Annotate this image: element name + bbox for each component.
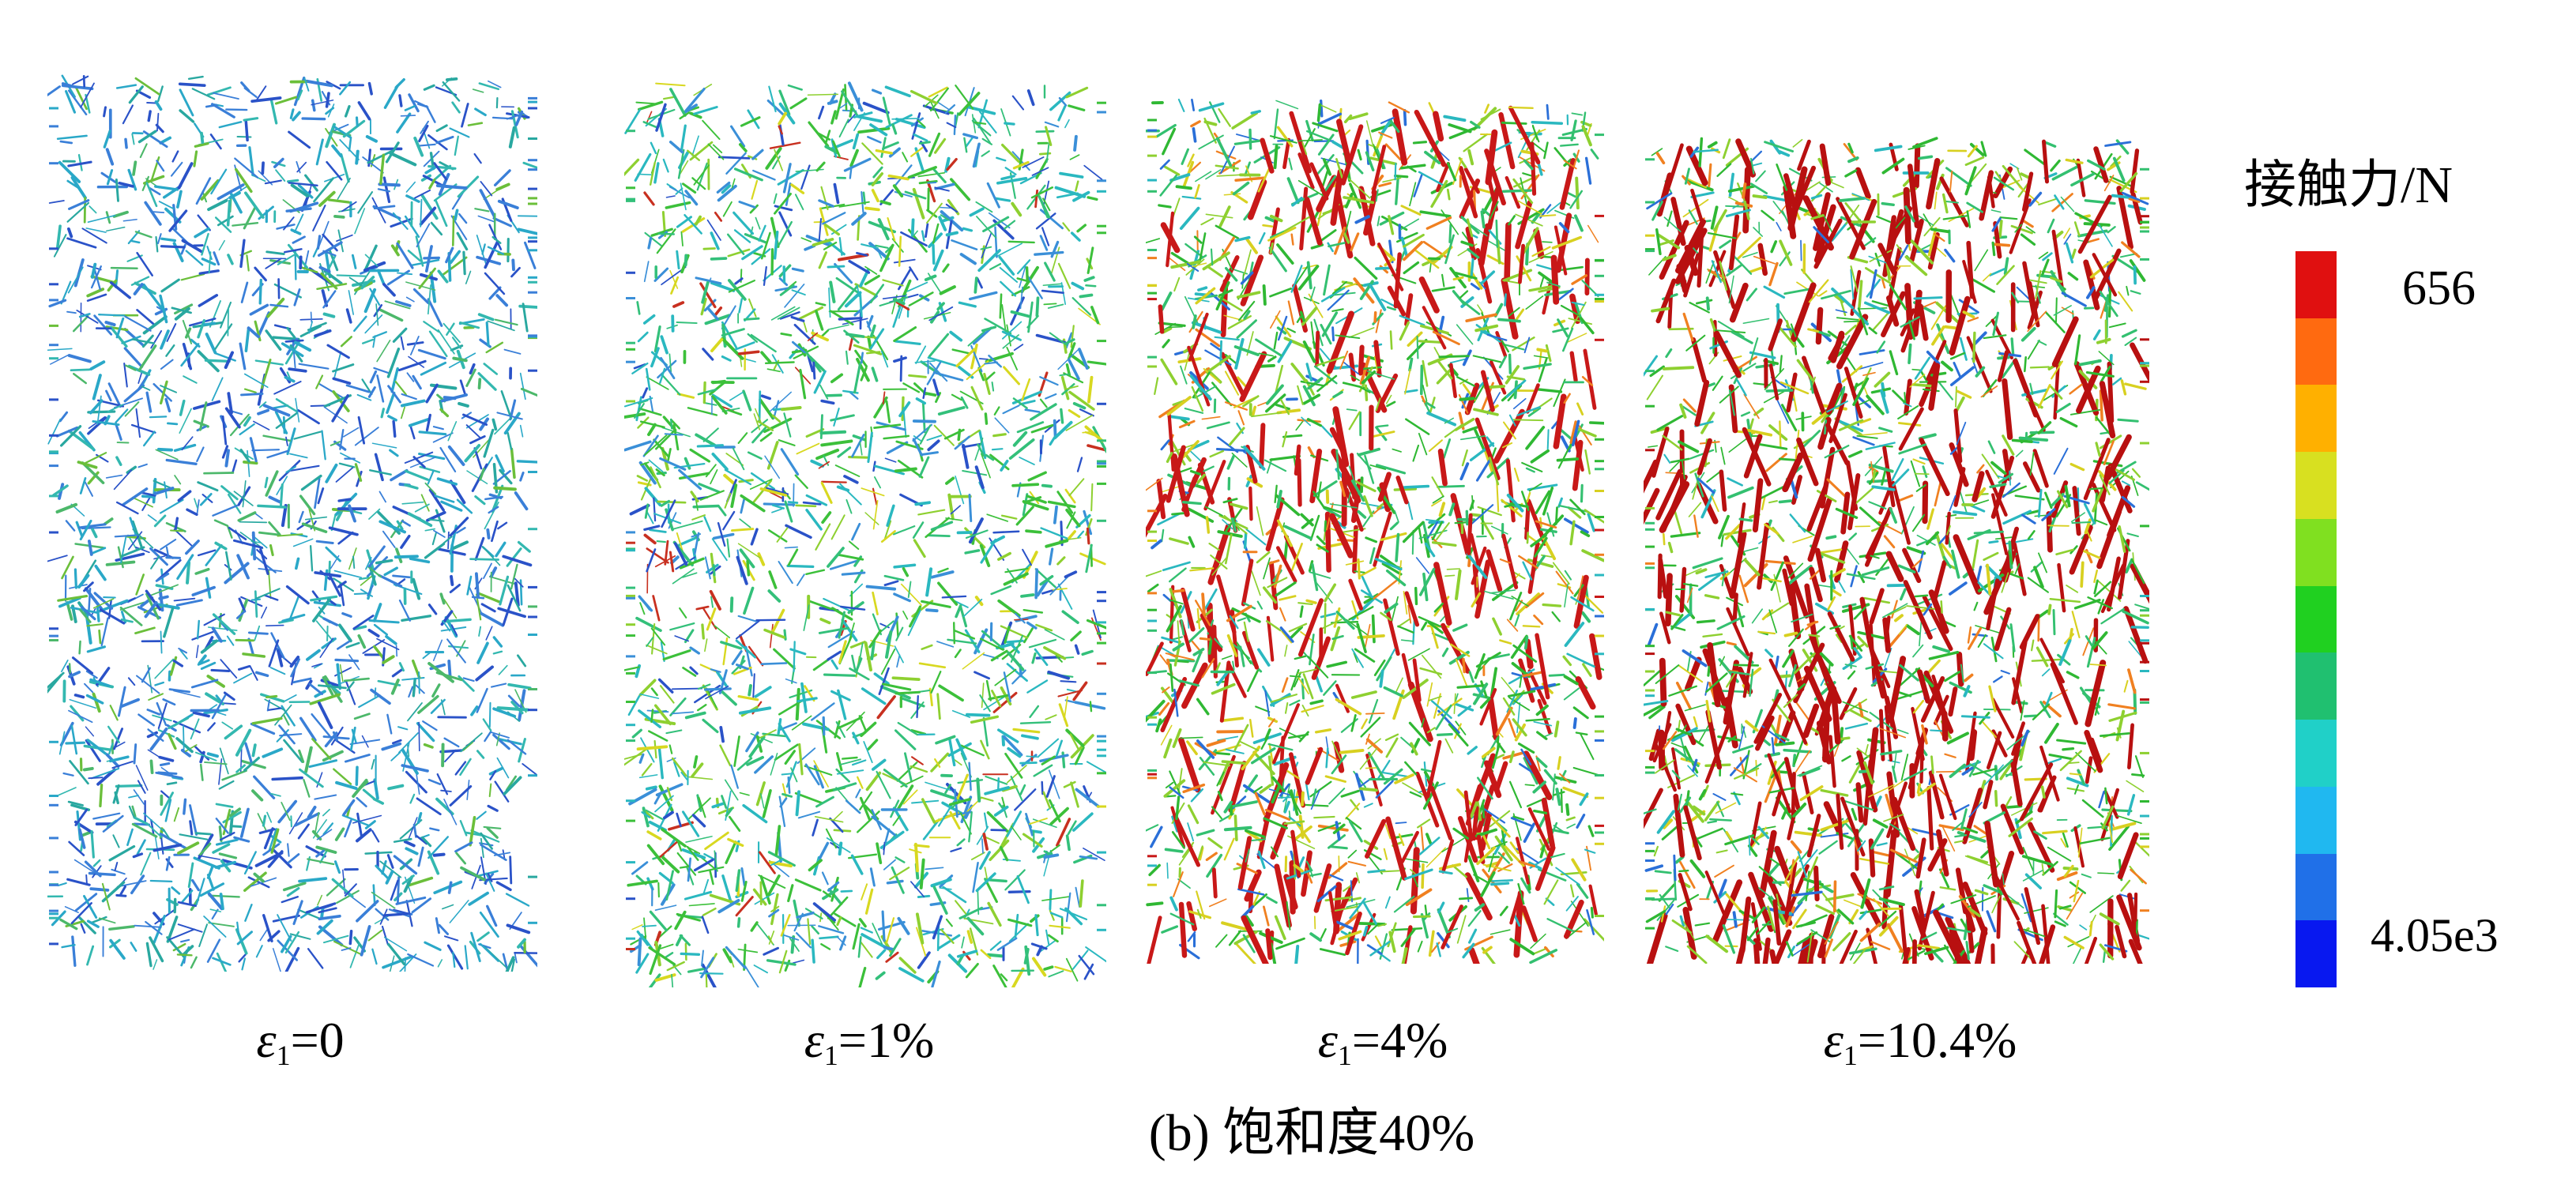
color-bar-segment bbox=[2295, 652, 2337, 720]
color-bar bbox=[2295, 251, 2337, 988]
color-bar-segment bbox=[2295, 585, 2337, 653]
specimen-panel-4 bbox=[1644, 126, 2149, 964]
force-chains bbox=[47, 74, 537, 972]
color-bar-segment bbox=[2295, 385, 2337, 453]
color-bar-segment bbox=[2295, 920, 2337, 988]
legend-min-label: 4.05e3 bbox=[2371, 909, 2499, 961]
color-bar-segment bbox=[2295, 318, 2337, 385]
color-bar-segment bbox=[2295, 518, 2337, 586]
color-bar-segment bbox=[2295, 720, 2337, 787]
specimen-panel-1 bbox=[47, 63, 537, 972]
color-bar-segment bbox=[2295, 452, 2337, 519]
contact-force-network-3 bbox=[1146, 98, 1604, 964]
force-chains bbox=[624, 81, 1106, 987]
color-bar-segment bbox=[2295, 786, 2337, 854]
strain-caption-2: ε1=1% bbox=[804, 1012, 935, 1071]
color-bar-segment bbox=[2295, 251, 2337, 318]
contact-force-network-2 bbox=[624, 81, 1106, 987]
specimen-panel-2 bbox=[624, 71, 1106, 987]
contact-force-network-4 bbox=[1644, 137, 2149, 964]
strain-caption-4: ε1=10.4% bbox=[1823, 1012, 2017, 1071]
strain-caption-3: ε1=4% bbox=[1317, 1012, 1448, 1071]
color-bar-segment bbox=[2295, 853, 2337, 921]
legend-title: 接触力/N bbox=[2244, 156, 2453, 214]
force-chains bbox=[1146, 98, 1604, 964]
specimen-panel-3 bbox=[1146, 87, 1604, 964]
legend-max-label: 656 bbox=[2402, 261, 2476, 315]
strain-caption-1: ε1=0 bbox=[256, 1012, 345, 1071]
contact-force-network-1 bbox=[47, 74, 537, 972]
force-chains bbox=[1644, 137, 2149, 964]
figure-caption: (b) 饱和度40% bbox=[1148, 1104, 1475, 1162]
